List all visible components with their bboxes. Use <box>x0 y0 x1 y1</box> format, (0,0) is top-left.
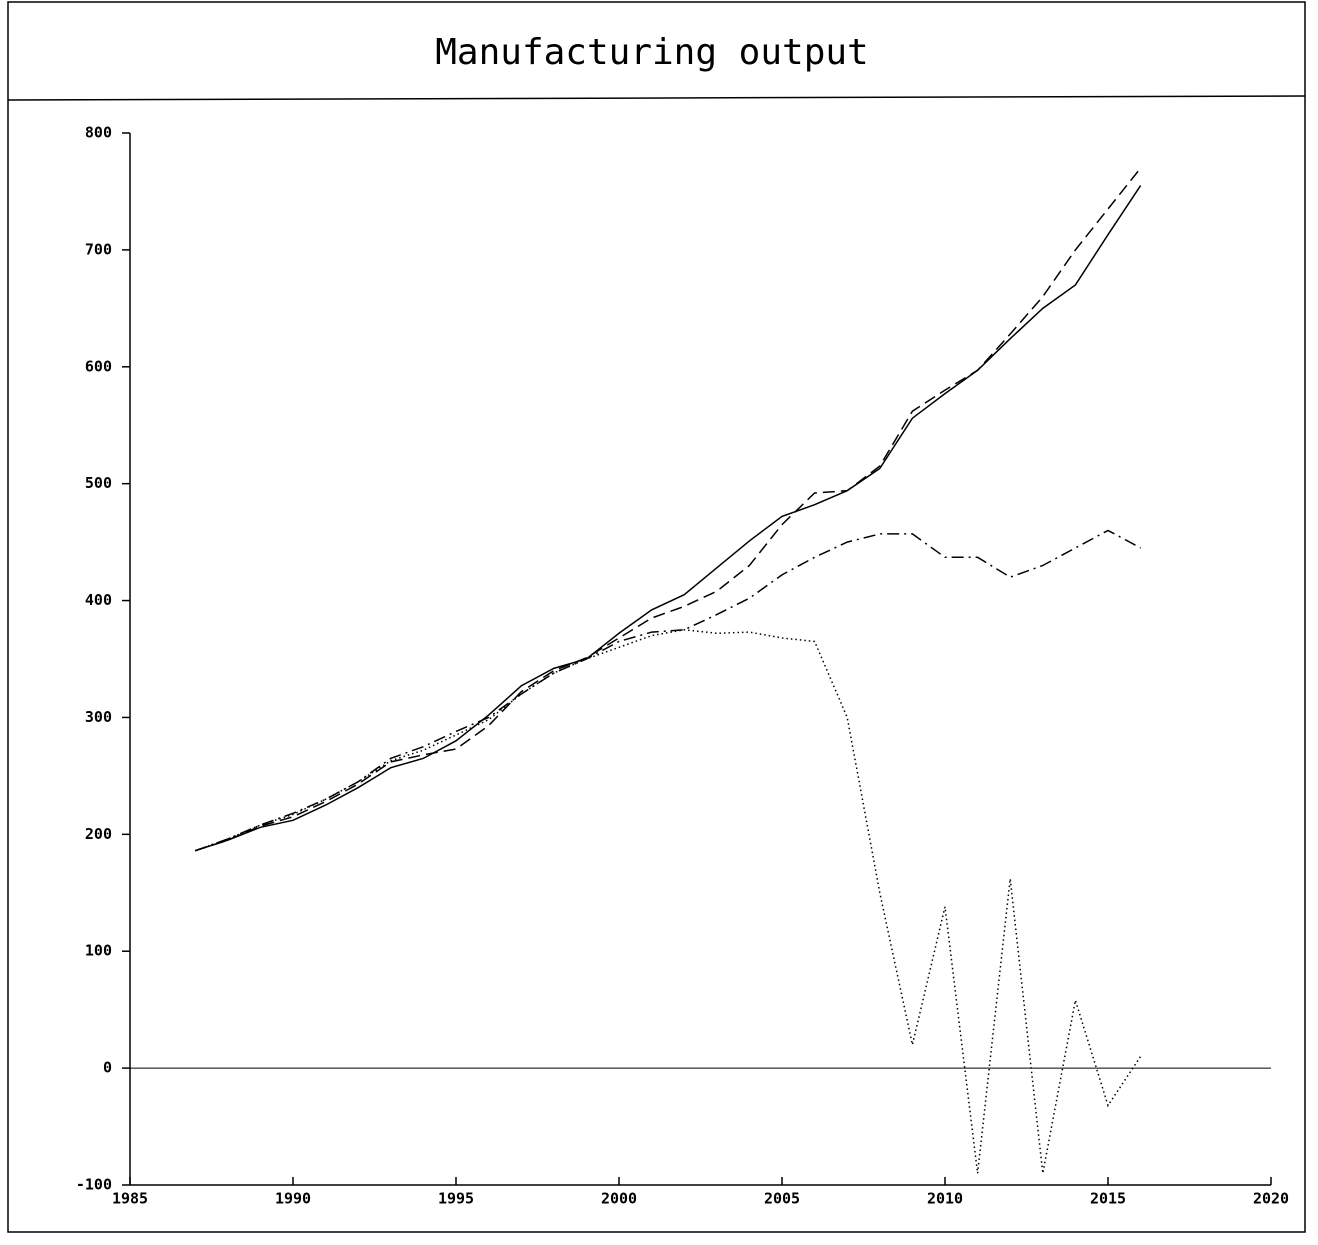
series-line <box>194 529 1141 852</box>
y-tick-label: 600 <box>85 357 112 375</box>
x-tick-label: 2000 <box>601 1190 637 1208</box>
y-tick-label: 200 <box>85 825 112 843</box>
x-tick-label: 1995 <box>438 1190 474 1208</box>
y-tick-label: 300 <box>85 708 112 726</box>
series-line <box>194 185 1142 852</box>
y-tick-label: 500 <box>85 474 112 492</box>
frame <box>7 1 1306 1233</box>
x-tick-label: 1985 <box>112 1190 148 1208</box>
x-tick-label: 2015 <box>1090 1190 1126 1208</box>
x-tick-label: 2005 <box>764 1190 800 1208</box>
x-tick-label: 2020 <box>1253 1190 1289 1208</box>
title-divider <box>7 95 1306 101</box>
y-tick-label: 700 <box>85 240 112 258</box>
y-tick-label: 100 <box>85 942 112 960</box>
y-tick-label: 800 <box>85 124 112 142</box>
x-tick-label: 2010 <box>927 1190 963 1208</box>
y-tick-label: 0 <box>103 1059 112 1077</box>
x-tick-label: 1990 <box>275 1190 311 1208</box>
series-line <box>194 629 1142 1174</box>
series-line <box>194 167 1142 852</box>
y-tick-label: 400 <box>85 591 112 609</box>
chart-title: Manufacturing output <box>435 32 868 73</box>
y-tick-label: -100 <box>76 1176 112 1194</box>
